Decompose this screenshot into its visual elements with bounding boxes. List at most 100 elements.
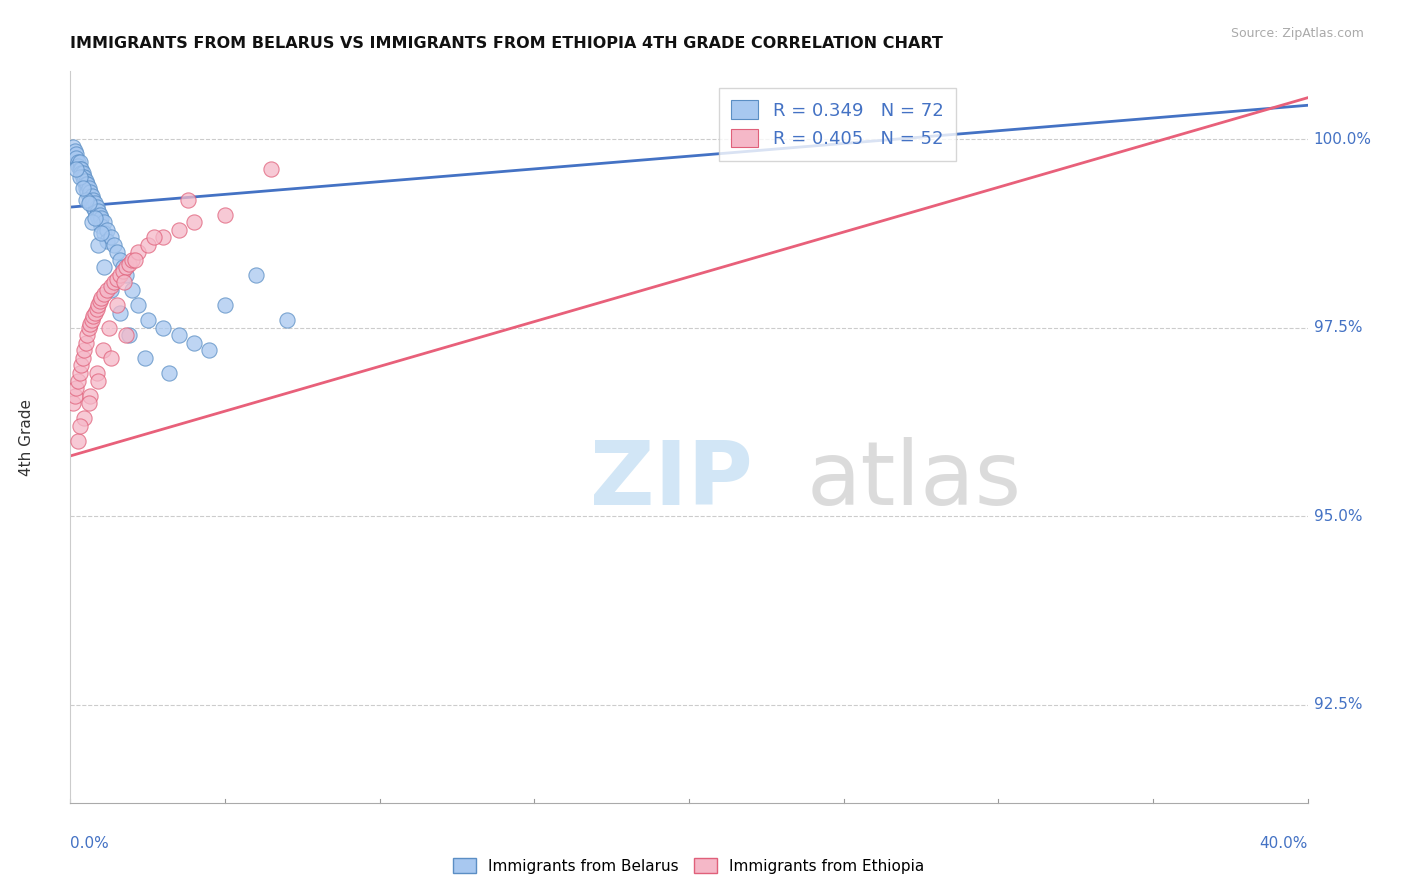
Point	[86, 366, 108, 380]
Point	[86, 200, 108, 214]
Point	[276, 313, 298, 327]
Point	[70, 359, 93, 373]
Point	[90, 291, 112, 305]
Point	[136, 237, 159, 252]
Point	[89, 294, 111, 309]
Text: 40.0%: 40.0%	[1260, 836, 1308, 851]
Point	[76, 178, 98, 192]
Point	[214, 208, 236, 222]
Point	[84, 306, 107, 320]
Point	[65, 381, 87, 395]
Text: 100.0%: 100.0%	[1313, 132, 1372, 146]
Point	[111, 264, 134, 278]
Point	[82, 193, 105, 207]
Point	[69, 169, 91, 184]
Point	[77, 396, 100, 410]
Point	[167, 328, 190, 343]
Point	[75, 193, 97, 207]
Text: 0.0%: 0.0%	[70, 836, 110, 851]
Point	[72, 351, 94, 365]
Point	[86, 208, 108, 222]
Point	[72, 181, 94, 195]
Point	[70, 166, 93, 180]
Point	[100, 230, 122, 244]
Point	[80, 215, 103, 229]
Point	[75, 174, 97, 188]
Point	[177, 193, 200, 207]
Point	[82, 310, 105, 324]
Point	[90, 227, 112, 241]
Point	[90, 219, 112, 233]
Point	[93, 215, 115, 229]
Point	[89, 208, 111, 222]
Point	[80, 188, 103, 202]
Point	[84, 203, 107, 218]
Point	[96, 283, 118, 297]
Point	[77, 188, 100, 202]
Point	[198, 343, 221, 358]
Point	[77, 181, 100, 195]
Point	[152, 230, 174, 244]
Point	[118, 257, 141, 271]
Point	[65, 147, 87, 161]
Point	[127, 245, 149, 260]
Point	[69, 162, 91, 177]
Point	[87, 298, 110, 312]
Point	[108, 268, 131, 282]
Point	[93, 286, 115, 301]
Point	[124, 252, 146, 267]
Point	[136, 313, 159, 327]
Point	[183, 335, 205, 350]
Point	[79, 317, 101, 331]
Point	[115, 328, 138, 343]
Point	[69, 366, 91, 380]
Point	[93, 227, 115, 241]
Point	[105, 298, 128, 312]
Point	[67, 154, 90, 169]
Point	[157, 366, 180, 380]
Point	[105, 245, 128, 260]
Point	[65, 151, 87, 165]
Point	[73, 411, 96, 425]
Point	[115, 268, 138, 282]
Point	[73, 343, 96, 358]
Point	[63, 144, 86, 158]
Point	[79, 389, 101, 403]
Point	[80, 196, 103, 211]
Point	[152, 320, 174, 334]
Point	[96, 234, 118, 248]
Text: 92.5%: 92.5%	[1313, 698, 1362, 713]
Point	[108, 252, 131, 267]
Text: atlas: atlas	[807, 437, 1022, 524]
Legend: R = 0.349   N = 72, R = 0.405   N = 52: R = 0.349 N = 72, R = 0.405 N = 52	[718, 87, 956, 161]
Point	[87, 237, 110, 252]
Point	[84, 211, 107, 226]
Point	[108, 306, 131, 320]
Point	[142, 230, 165, 244]
Point	[86, 301, 108, 316]
Point	[183, 215, 205, 229]
Point	[115, 260, 138, 275]
Point	[73, 174, 96, 188]
Text: 97.5%: 97.5%	[1313, 320, 1362, 335]
Point	[62, 396, 84, 410]
Point	[77, 320, 100, 334]
Point	[73, 169, 96, 184]
Point	[100, 351, 122, 365]
Point	[87, 211, 110, 226]
Point	[96, 223, 118, 237]
Point	[84, 196, 107, 211]
Point	[67, 434, 90, 448]
Point	[127, 298, 149, 312]
Point	[69, 418, 91, 433]
Point	[76, 328, 98, 343]
Point	[245, 268, 267, 282]
Point	[121, 283, 143, 297]
Text: 95.0%: 95.0%	[1313, 508, 1362, 524]
Point	[111, 260, 134, 275]
Text: ZIP: ZIP	[591, 437, 752, 524]
Point	[90, 211, 112, 226]
Point	[72, 169, 94, 184]
Point	[98, 320, 120, 334]
Point	[214, 298, 236, 312]
